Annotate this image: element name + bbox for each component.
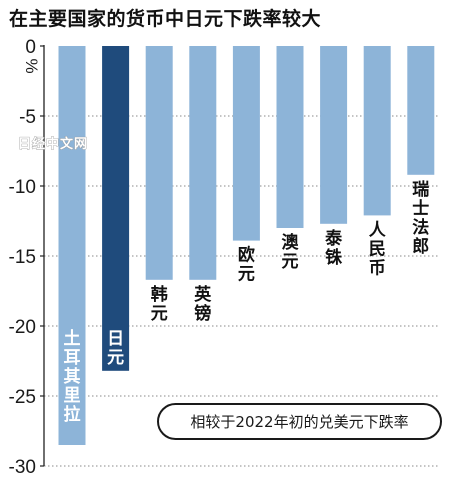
y-tick-label: -15 [9,247,36,268]
y-tick-label: 0 [25,37,36,58]
bar-5 [276,46,304,228]
category-label: 泰铢 [325,228,343,268]
category-label: 瑞士法郎 [412,180,429,257]
y-tick-label: -20 [9,317,36,338]
bar-2 [145,46,173,280]
y-tick-label: -25 [9,387,36,408]
y-tick-label: -30 [9,457,36,478]
bar-3 [189,46,217,280]
category-label: 欧元 [238,245,255,285]
category-label: 澳元 [282,232,300,272]
y-unit-label: % [22,58,41,73]
bars-layer [58,46,435,445]
category-label: 人民币 [369,220,387,278]
bar-8 [407,46,435,175]
y-axis: 0 -5 -10 -15 -20 -25 -30% [9,37,45,478]
bar-7 [363,46,391,216]
bar-1 [102,46,130,371]
bar-4 [232,46,260,241]
category-label: 英镑 [194,284,212,324]
category-label: 韩元 [151,284,168,324]
watermark: 日经中文网 [18,136,88,152]
chart-note: 相较于2022年初的兑美元下跌率 [157,403,442,440]
y-tick-label: -5 [19,107,36,128]
y-tick-label: -10 [9,177,36,198]
bar-0 [58,46,86,445]
bar-6 [320,46,348,224]
chart-title: 在主要国家的货币中日元下跌率较大 [9,8,322,30]
category-label: 土耳其里拉 [64,328,81,425]
category-label: 日元 [107,329,124,368]
